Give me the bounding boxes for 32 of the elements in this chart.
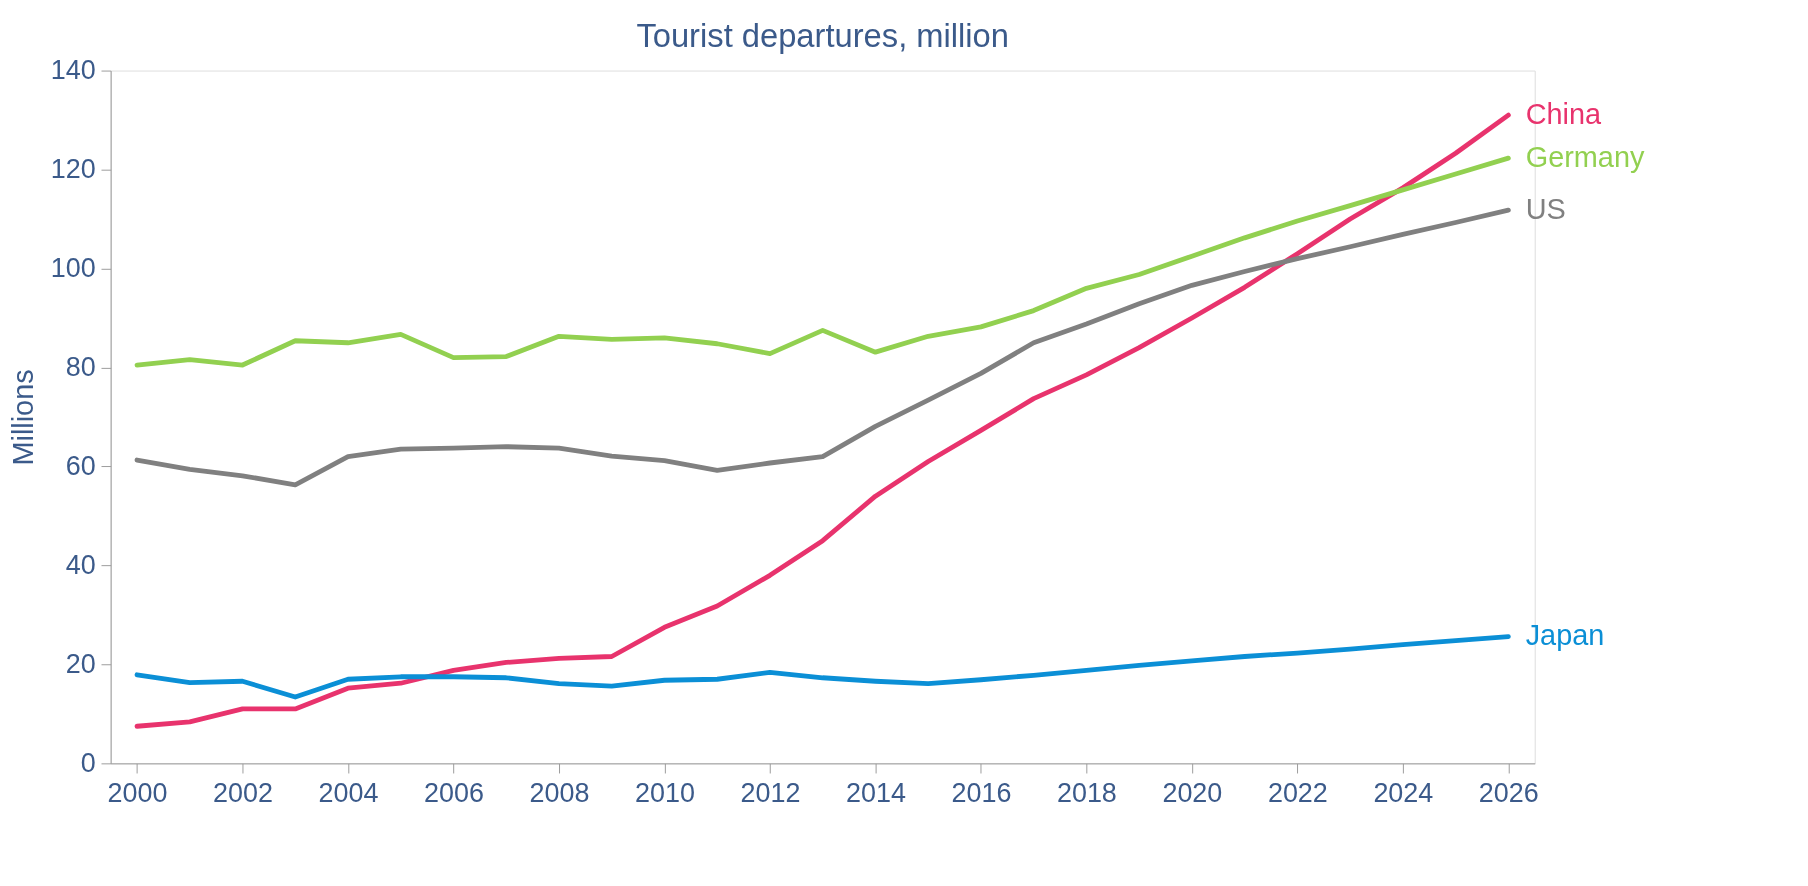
x-tick-label: 2012 [740, 778, 801, 809]
series-label: Japan [1525, 619, 1605, 652]
x-tick-label: 2000 [107, 778, 168, 809]
y-tick-label: 140 [50, 54, 96, 85]
line-series [134, 634, 1511, 700]
y-tick-label: 100 [50, 252, 96, 283]
x-tick-label: 2008 [529, 778, 590, 809]
series-label: China [1525, 97, 1603, 130]
series-label: Germany [1525, 140, 1645, 173]
y-tick-label: 0 [80, 747, 96, 778]
y-tick-label: 20 [65, 648, 96, 679]
y-tick-label: 40 [65, 549, 96, 580]
x-tick-label: 2016 [951, 778, 1012, 809]
x-tick-label: 2002 [213, 778, 273, 809]
line-series [134, 207, 1511, 488]
x-tick-label: 2010 [634, 778, 695, 809]
x-tick-label: 2020 [1162, 778, 1223, 809]
x-tick-label: 2004 [318, 778, 379, 809]
y-tick-label: 120 [50, 153, 96, 184]
line-series [134, 155, 1511, 368]
y-axis-title: Millions [7, 369, 40, 466]
line-series [134, 112, 1511, 729]
x-tick-label: 2022 [1267, 778, 1328, 809]
y-tick-label: 80 [65, 351, 96, 382]
x-tick-label: 2026 [1478, 778, 1539, 809]
x-tick-label: 2014 [845, 778, 906, 809]
y-tick-label: 60 [65, 450, 96, 481]
x-tick-label: 2006 [424, 778, 484, 809]
x-tick-label: 2024 [1373, 778, 1434, 809]
x-tick-label: 2018 [1056, 778, 1117, 809]
chart-title: Tourist departures, million [636, 16, 1009, 54]
series-label: US [1525, 192, 1566, 225]
